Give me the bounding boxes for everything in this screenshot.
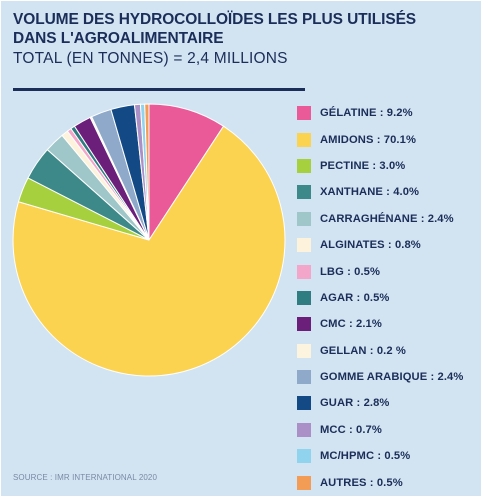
legend-label: GOMME ARABIQUE : 2.4% [320, 371, 464, 384]
legend-label: AUTRES : 0.5% [320, 476, 403, 489]
legend-swatch [297, 211, 311, 226]
legend-label: LBG : 0.5% [320, 265, 381, 278]
legend-item: MC/HPMC : 0.5% [297, 443, 463, 469]
legend-item: CMC : 2.1% [297, 311, 463, 337]
legend-item: AMIDONS : 70.1% [297, 126, 463, 152]
legend-label: GÉLATINE : 9.2% [320, 107, 413, 120]
legend-item: GOMME ARABIQUE : 2.4% [297, 364, 463, 390]
legend-swatch [297, 185, 311, 200]
chart-subtitle: TOTAL (EN TONNES) = 2,4 MILLIONS [13, 50, 288, 67]
pie-slice-1 [148, 103, 225, 242]
legend-label: AGAR : 0.5% [320, 291, 390, 304]
legend-item: MCC : 0.7% [297, 417, 463, 443]
title-divider [13, 88, 305, 91]
legend-item: GELLAN : 0.2 % [297, 338, 463, 364]
source-note: SOURCE : IMR INTERNATIONAL 2020 [13, 473, 158, 482]
legend-swatch [297, 158, 311, 173]
legend-label: AMIDONS : 70.1% [320, 133, 416, 146]
legend-swatch [297, 290, 311, 305]
legend-swatch [297, 370, 311, 385]
legend-label: CMC : 2.1% [320, 318, 382, 331]
legend-label: CARRAGHÉNANE : 2.4% [320, 212, 454, 225]
legend-swatch [297, 343, 311, 358]
legend-swatch [297, 238, 311, 253]
chart-title: VOLUME DES HYDROCOLLOÏDES LES PLUS UTILI… [13, 11, 417, 47]
legend-item: PECTINE : 3.0% [297, 153, 463, 179]
legend-swatch [297, 132, 311, 147]
legend: GÉLATINE : 9.2% AMIDONS : 70.1% PECTINE : … [297, 100, 463, 496]
legend-item: ALGINATES : 0.8% [297, 232, 463, 258]
legend-swatch [297, 475, 311, 490]
legend-label: MC/HPMC : 0.5% [320, 450, 411, 463]
legend-item: CARRAGHÉNANE : 2.4% [297, 206, 463, 232]
legend-label: GELLAN : 0.2 % [320, 344, 406, 357]
legend-label: XANTHANE : 4.0% [320, 186, 420, 199]
legend-swatch [297, 106, 311, 121]
legend-swatch [297, 449, 311, 464]
legend-label: ALGINATES : 0.8% [320, 239, 421, 252]
legend-item: GUAR : 2.8% [297, 390, 463, 416]
pie-slice-2 [12, 125, 286, 377]
legend-item: AGAR : 0.5% [297, 285, 463, 311]
legend-item: LBG : 0.5% [297, 258, 463, 284]
legend-item: GÉLATINE : 9.2% [297, 100, 463, 126]
legend-item: AUTRES : 0.5% [297, 469, 463, 495]
pie-slice-15 [144, 103, 150, 241]
legend-swatch [297, 396, 311, 411]
legend-label: GUAR : 2.8% [320, 397, 390, 410]
legend-label: PECTINE : 3.0% [320, 159, 406, 172]
legend-item: XANTHANE : 4.0% [297, 179, 463, 205]
legend-swatch [297, 317, 311, 332]
legend-label: MCC : 0.7% [320, 423, 382, 436]
legend-swatch [297, 422, 311, 437]
legend-swatch [297, 264, 311, 279]
